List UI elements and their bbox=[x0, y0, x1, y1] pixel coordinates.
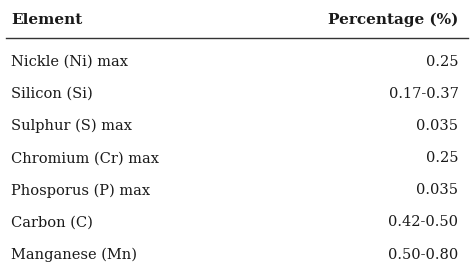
Text: 0.17-0.37: 0.17-0.37 bbox=[389, 87, 458, 101]
Text: Carbon (C): Carbon (C) bbox=[11, 215, 93, 230]
Text: 0.25: 0.25 bbox=[426, 151, 458, 165]
Text: Sulphur (S) max: Sulphur (S) max bbox=[11, 119, 132, 133]
Text: 0.035: 0.035 bbox=[417, 183, 458, 197]
Text: Chromium (Cr) max: Chromium (Cr) max bbox=[11, 151, 159, 165]
Text: Nickle (Ni) max: Nickle (Ni) max bbox=[11, 55, 128, 69]
Text: 0.25: 0.25 bbox=[426, 55, 458, 69]
Text: Manganese (Mn): Manganese (Mn) bbox=[11, 247, 137, 262]
Text: Percentage (%): Percentage (%) bbox=[328, 13, 458, 27]
Text: 0.50-0.80: 0.50-0.80 bbox=[388, 248, 458, 262]
Text: 0.42-0.50: 0.42-0.50 bbox=[389, 215, 458, 230]
Text: Element: Element bbox=[11, 13, 82, 27]
Text: Phosporus (P) max: Phosporus (P) max bbox=[11, 183, 150, 197]
Text: 0.035: 0.035 bbox=[417, 119, 458, 133]
Text: Silicon (Si): Silicon (Si) bbox=[11, 87, 92, 101]
